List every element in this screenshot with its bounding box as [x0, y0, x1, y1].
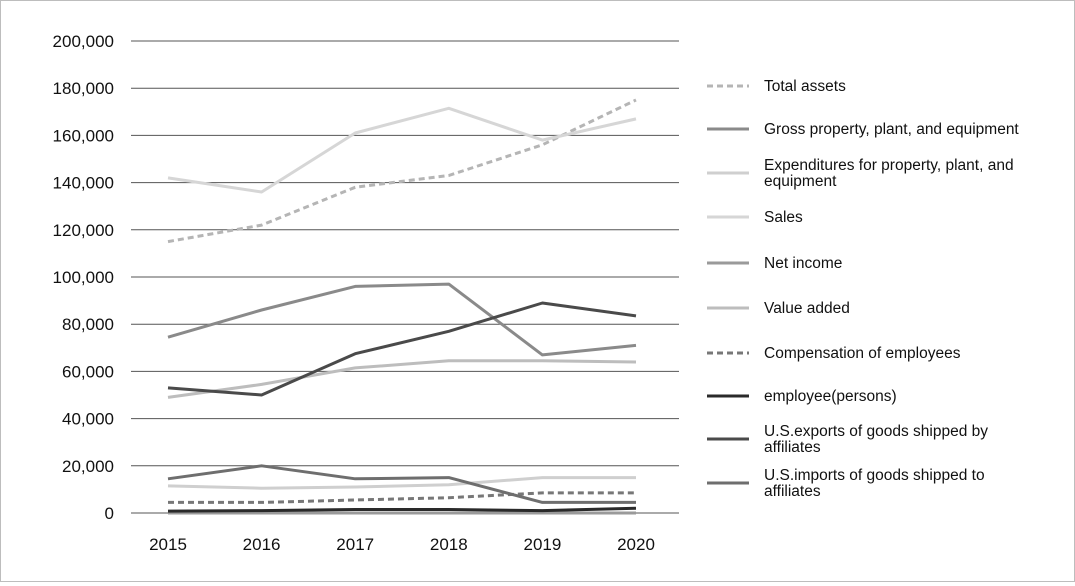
series-line	[167, 282, 637, 357]
x-tick-label: 2018	[430, 535, 468, 554]
x-axis-ticks: 2015 2016 2017 2018 2019 2020	[149, 535, 655, 554]
y-tick-label: 60,000	[62, 362, 114, 381]
legend: Total assets Gross property, plant, and e…	[707, 78, 1019, 500]
legend-label: Sales	[764, 209, 803, 226]
y-tick-label: 120,000	[53, 221, 114, 240]
legend-label: U.S.imports of goods shipped to affiliate…	[764, 467, 985, 500]
series-line	[167, 506, 637, 513]
y-tick-label: 20,000	[62, 457, 114, 476]
series-line	[167, 106, 637, 194]
y-tick-label: 180,000	[53, 79, 114, 98]
legend-label: Value added	[764, 300, 850, 317]
series-line	[167, 476, 636, 490]
y-tick-label: 200,000	[53, 32, 114, 51]
legend-label: Net income	[764, 255, 842, 272]
series-line	[167, 301, 637, 397]
series-line	[167, 359, 637, 399]
y-tick-label: 160,000	[53, 126, 114, 145]
legend-label: Total assets	[764, 78, 846, 95]
y-tick-label: 40,000	[62, 410, 114, 429]
gridlines	[131, 40, 679, 514]
x-tick-label: 2017	[336, 535, 374, 554]
series-lines	[167, 98, 637, 515]
x-tick-label: 2020	[617, 535, 655, 554]
series-line	[167, 464, 636, 504]
y-axis-ticks: 0 20,000 40,000 60,000 80,000 100,000 120,000 1…	[53, 32, 114, 523]
x-tick-label: 2019	[523, 535, 561, 554]
y-tick-label: 80,000	[62, 315, 114, 334]
x-tick-label: 2015	[149, 535, 187, 554]
legend-label: Gross property, plant, and equipment	[764, 121, 1019, 138]
series-line	[167, 98, 637, 244]
legend-label: Compensation of employees	[764, 345, 961, 362]
series-line	[168, 491, 636, 504]
y-tick-label: 0	[105, 504, 114, 523]
y-tick-label: 140,000	[53, 174, 114, 193]
y-tick-label: 100,000	[53, 268, 114, 287]
legend-label: U.S.exports of goods shipped by affiliate…	[764, 423, 988, 456]
legend-label: Expenditures for property, plant, and equ…	[764, 157, 1014, 190]
x-tick-label: 2016	[243, 535, 281, 554]
legend-label: employee(persons)	[764, 388, 897, 405]
